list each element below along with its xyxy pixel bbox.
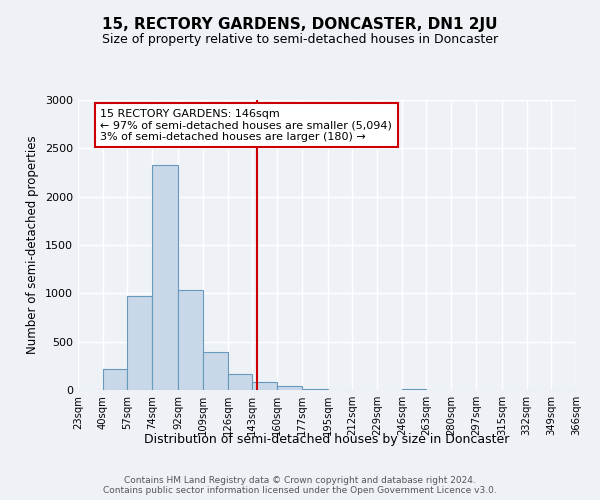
Text: 15 RECTORY GARDENS: 146sqm
← 97% of semi-detached houses are smaller (5,094)
3% : 15 RECTORY GARDENS: 146sqm ← 97% of semi…: [100, 108, 392, 142]
Bar: [103, 368, 127, 390]
Bar: [277, 386, 302, 390]
Bar: [127, 296, 152, 390]
Bar: [402, 388, 427, 390]
Bar: [302, 388, 328, 390]
Text: Size of property relative to semi-detached houses in Doncaster: Size of property relative to semi-detach…: [102, 32, 498, 46]
Text: Distribution of semi-detached houses by size in Doncaster: Distribution of semi-detached houses by …: [145, 432, 509, 446]
Y-axis label: Number of semi-detached properties: Number of semi-detached properties: [26, 136, 40, 354]
Text: Contains HM Land Registry data © Crown copyright and database right 2024.
Contai: Contains HM Land Registry data © Crown c…: [103, 476, 497, 495]
Bar: [203, 352, 227, 390]
Bar: [227, 374, 252, 390]
Bar: [152, 165, 178, 390]
Text: 15, RECTORY GARDENS, DONCASTER, DN1 2JU: 15, RECTORY GARDENS, DONCASTER, DN1 2JU: [102, 18, 498, 32]
Bar: [252, 382, 277, 390]
Bar: [178, 290, 203, 390]
